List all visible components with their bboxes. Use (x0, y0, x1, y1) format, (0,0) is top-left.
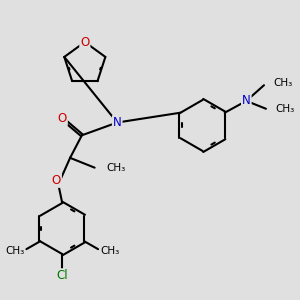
Text: Cl: Cl (56, 269, 68, 282)
Text: O: O (52, 174, 61, 187)
Text: N: N (113, 116, 122, 129)
Text: CH₃: CH₃ (100, 246, 119, 256)
Text: O: O (58, 112, 67, 125)
Text: CH₃: CH₃ (106, 163, 126, 173)
Text: N: N (242, 94, 251, 107)
Text: CH₃: CH₃ (274, 78, 293, 88)
Text: CH₃: CH₃ (5, 246, 24, 256)
Text: CH₃: CH₃ (276, 104, 295, 114)
Text: O: O (80, 35, 89, 49)
